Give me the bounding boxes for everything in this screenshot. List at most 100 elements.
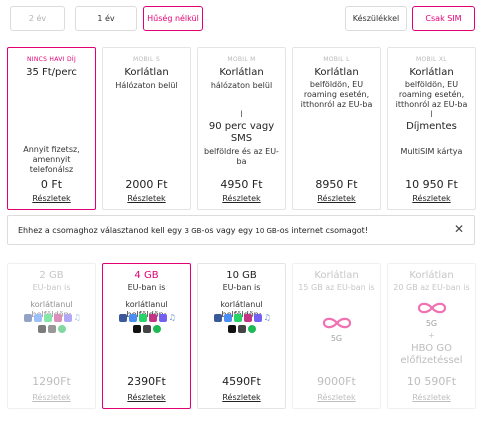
data-card-2gb[interactable]: 2 GB EU-ban is korlátlanul belföldön: ♫ … — [7, 263, 96, 409]
data-details-link[interactable]: Részletek — [317, 393, 356, 402]
snapchat-icon — [47, 325, 56, 333]
plan-price: 0 Ft — [40, 178, 63, 191]
whatsapp-icon — [138, 314, 147, 322]
data-subtitle: EU-ban is — [127, 283, 166, 292]
plan-card-mobil-s[interactable]: MOBIL S Korlátlan Hálózaton belül 2000 F… — [102, 47, 191, 210]
no-commitment-button[interactable]: Hűség nélkül — [143, 6, 203, 31]
facebook-icon — [118, 314, 127, 322]
messenger-icon — [223, 314, 232, 322]
data-size: Korlátlan — [314, 270, 359, 281]
plan-title: 35 Ft/perc — [26, 67, 77, 78]
data-description: korlátlanul belföldön: — [30, 300, 73, 319]
plan-title: Korlátlan — [314, 67, 359, 78]
data-price: 1290Ft — [32, 375, 71, 388]
instagram-icon — [148, 314, 157, 322]
plan-details-link[interactable]: Részletek — [32, 194, 71, 203]
data-description: korlátlanul belföldön: — [125, 300, 168, 319]
plan-badge: MOBIL XL — [416, 56, 447, 63]
plan-extra: 90 perc vagy SMS — [208, 121, 275, 144]
plan-price: 8950 Ft — [315, 178, 358, 191]
data-price: 4590Ft — [222, 375, 261, 388]
music-icon: ♫ — [168, 313, 176, 322]
data-card-unlimited-15gb[interactable]: Korlátlan 15 GB az EU-ban is 5G 9000Ft R… — [292, 263, 381, 409]
plan-subtitle: hálózaton belül — [210, 81, 273, 90]
data-details-link[interactable]: Részletek — [127, 393, 166, 402]
plan-card-mobil-m[interactable]: MOBIL M Korlátlan hálózaton belül I 90 p… — [197, 47, 286, 210]
plan-price: 2000 Ft — [125, 178, 168, 191]
app-icons-row2 — [198, 325, 285, 333]
data-price: 9000Ft — [317, 375, 356, 388]
plan-card-mobil-xl[interactable]: MOBIL XL Korlátlan belföldön, EU roaming… — [387, 47, 476, 210]
plan-details-link[interactable]: Részletek — [127, 194, 166, 203]
internet-package-notice: Ehhez a csomaghoz választanod kell egy 3… — [7, 215, 475, 245]
plan-separator: I — [430, 110, 433, 120]
data-description: korlátlanul belföldön: — [220, 300, 263, 319]
plan-badge: MOBIL L — [323, 56, 350, 63]
snapchat-icon — [142, 325, 151, 333]
app-icons-row2 — [103, 325, 190, 333]
infinity-5g-icon — [417, 302, 447, 314]
plan-subtitle: Hálózaton belül — [115, 81, 178, 90]
plan-card-no-fee[interactable]: NINCS HAVI DÍJ 35 Ft/perc Annyit fizetsz… — [7, 47, 96, 210]
5g-label: 5G — [425, 319, 438, 328]
two-year-button[interactable]: 2 év — [10, 6, 65, 31]
data-subtitle: EU-ban is — [222, 283, 261, 292]
with-devices-button[interactable]: Készülékkel — [345, 6, 407, 31]
one-year-button[interactable]: 1 év — [75, 6, 137, 31]
app-icons: ♫ — [8, 314, 95, 322]
data-card-10gb[interactable]: 10 GB EU-ban is korlátlanul belföldön: ♫… — [197, 263, 286, 409]
plan-title: Korlátlan — [409, 67, 454, 78]
plan-price: 4950 Ft — [220, 178, 263, 191]
music-icon: ♫ — [73, 313, 81, 322]
data-details-link[interactable]: Részletek — [412, 393, 451, 402]
data-size: 2 GB — [39, 270, 64, 281]
tiktok-icon — [37, 325, 46, 333]
music-icon: ♫ — [263, 313, 271, 322]
plan-details-link[interactable]: Részletek — [317, 194, 356, 203]
instagram-icon — [243, 314, 252, 322]
5g-label: 5G — [330, 334, 343, 343]
data-details-link[interactable]: Részletek — [222, 393, 261, 402]
viber-icon — [158, 314, 167, 322]
whatsapp-icon — [43, 314, 52, 322]
whatsapp-icon — [233, 314, 242, 322]
data-price: 2390Ft — [127, 375, 166, 388]
close-icon[interactable]: ✕ — [453, 222, 464, 236]
data-card-4gb[interactable]: 4 GB EU-ban is korlátlanul belföldön: ♫ … — [102, 263, 191, 409]
sim-only-button[interactable]: Csak SIM — [412, 6, 475, 31]
data-subtitle: EU-ban is — [32, 283, 71, 292]
plan-badge: MOBIL M — [227, 56, 256, 63]
plan-extra-subtitle: MultiSIM kártya — [400, 147, 463, 156]
notice-text: Ehhez a csomaghoz választanod kell egy 3… — [18, 225, 369, 235]
plan-badge: MOBIL S — [133, 56, 160, 63]
plan-title: Korlátlan — [219, 67, 264, 78]
hbo-go-extra: HBO GO előfizetéssel — [400, 343, 463, 366]
tiktok-icon — [227, 325, 236, 333]
plan-separator: I — [240, 110, 243, 120]
app-icons: ♫ — [103, 314, 190, 322]
data-size: 10 GB — [226, 270, 257, 281]
messenger-icon — [128, 314, 137, 322]
viber-icon — [253, 314, 262, 322]
plan-card-mobil-l[interactable]: MOBIL L Korlátlan belföldön, EU roaming … — [292, 47, 381, 210]
facebook-icon — [213, 314, 222, 322]
data-size: 4 GB — [134, 270, 159, 281]
messenger-icon — [33, 314, 42, 322]
plan-description: Annyit fizetsz, amennyit telefonálsz — [23, 145, 80, 174]
plan-subtitle: belföldön, EU roaming esetén, itthonról … — [300, 80, 373, 109]
plan-price: 10 950 Ft — [405, 178, 458, 191]
plan-title: Korlátlan — [124, 67, 169, 78]
spotify-icon — [152, 325, 161, 333]
app-icons-row2 — [8, 325, 95, 333]
tiktok-icon — [132, 325, 141, 333]
data-details-link[interactable]: Részletek — [32, 393, 71, 402]
plan-details-link[interactable]: Részletek — [412, 194, 451, 203]
facebook-icon — [23, 314, 32, 322]
plan-details-link[interactable]: Részletek — [222, 194, 261, 203]
spotify-icon — [57, 325, 66, 333]
data-card-unlimited-20gb[interactable]: Korlátlan 20 GB az EU-ban is 5G + HBO GO… — [387, 263, 476, 409]
plus-sign: + — [428, 331, 435, 340]
plan-extra: Díjmentes — [406, 121, 457, 132]
app-icons: ♫ — [198, 314, 285, 322]
infinity-5g-icon — [322, 317, 352, 329]
